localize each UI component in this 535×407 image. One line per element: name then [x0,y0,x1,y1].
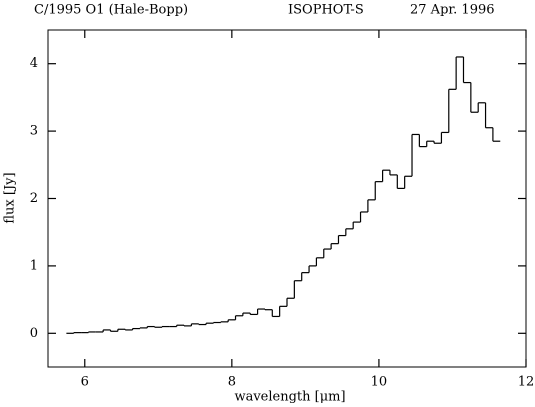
x-tick-label: 10 [371,375,388,390]
chart-title: C/1995 O1 (Hale-Bopp) [34,3,188,18]
x-tick-label: 12 [518,375,535,390]
chart-subtitle: ISOPHOT-S [288,3,364,18]
y-tick-label: 3 [30,124,38,139]
plot-frame [47,29,527,368]
x-tick-label: 8 [228,375,236,390]
x-axis-label: wavelength [μm] [234,390,345,405]
y-axis-label: flux [Jy] [3,172,18,223]
x-tick-label: 6 [81,375,89,390]
y-tick-label: 1 [30,258,38,273]
chart-date: 27 Apr. 1996 [410,3,495,18]
y-tick-label: 2 [30,191,38,206]
y-tick-label: 4 [30,56,38,71]
y-tick-label: 0 [30,326,38,341]
